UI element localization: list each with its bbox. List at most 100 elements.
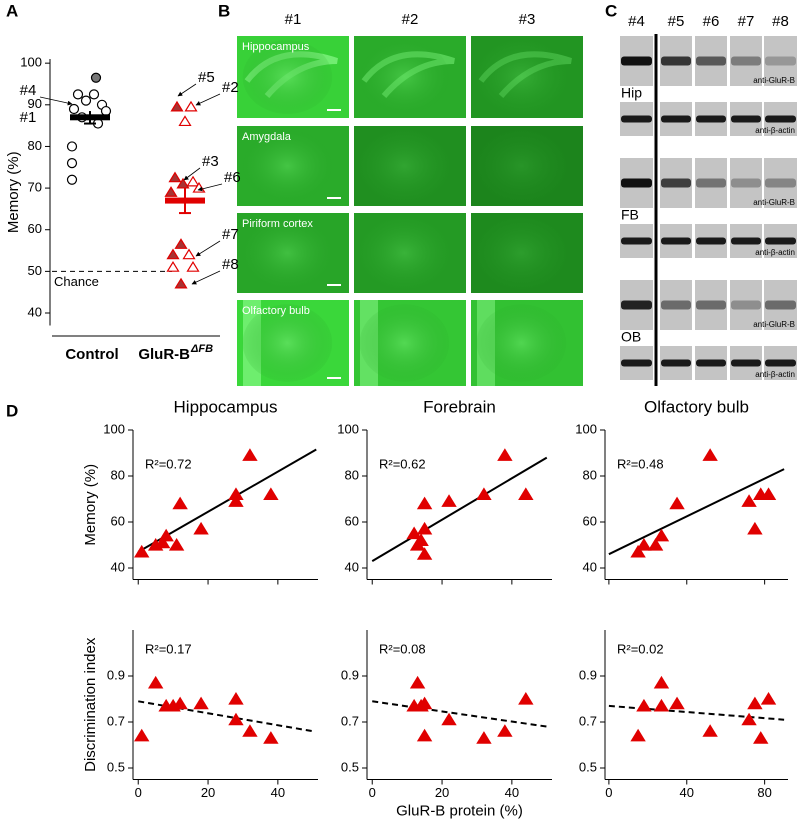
data-point (760, 692, 777, 705)
blot-band (731, 237, 761, 245)
data-point (518, 692, 534, 705)
annotation-arrow (195, 240, 221, 257)
y-tick-label: 70 (28, 180, 42, 195)
x-axis-label: GluR-B protein (%) (396, 802, 523, 819)
y-tick-label: 40 (583, 559, 597, 574)
tissue-glow (242, 40, 333, 114)
y-tick-label: 0.9 (579, 667, 597, 682)
data-point (636, 538, 652, 551)
y-tick-label: 100 (103, 421, 125, 436)
blot-band (696, 178, 726, 188)
data-point (476, 487, 492, 500)
blot-region-label: Hip (621, 85, 642, 101)
annotation: #1 (20, 109, 37, 126)
data-point (228, 494, 244, 507)
blot-lane (764, 36, 797, 86)
column-header: #4 (628, 13, 645, 30)
column-header: #2 (402, 11, 419, 28)
y-tick-label: 100 (337, 421, 359, 436)
data-point (497, 724, 513, 737)
annotation-arrow (191, 270, 221, 285)
blot-band (765, 56, 796, 66)
y-tick-label: 0.9 (341, 667, 359, 682)
region-label: Hippocampus (242, 41, 310, 53)
x-tick-label: 40 (680, 785, 694, 800)
x-tick-label: 40 (505, 785, 519, 800)
chart-title: Hippocampus (174, 397, 278, 416)
annotation-arrow (195, 93, 221, 106)
chance-label: Chance (54, 274, 99, 289)
tissue-glow (242, 217, 333, 289)
blot-band (661, 300, 691, 310)
data-point (193, 696, 209, 710)
blot-band (696, 115, 726, 123)
antibody-label: anti-β-actin (755, 370, 795, 379)
data-point (416, 496, 433, 510)
x-tick-label: 40 (271, 785, 285, 800)
data-point (193, 521, 209, 535)
data-point (172, 696, 188, 710)
data-point (441, 494, 457, 507)
column-header: #1 (285, 11, 302, 28)
y-axis-label: Discrimination index (82, 637, 99, 772)
data-point (753, 731, 769, 744)
data-point (409, 675, 426, 689)
category-label: GluR-B (138, 346, 190, 363)
blot-band (696, 237, 726, 245)
blot-band (621, 56, 652, 66)
r-squared: R²=0.02 (617, 641, 664, 656)
antibody-label: anti-GluR-B (753, 198, 795, 207)
data-point (228, 487, 244, 500)
data-point (154, 535, 171, 549)
data-point (760, 487, 777, 500)
blot-band (731, 300, 761, 310)
panel-label: C (605, 1, 617, 20)
blot-region-label: FB (621, 207, 639, 223)
r-squared: R²=0.62 (379, 456, 426, 471)
data-point (172, 496, 188, 510)
data-point (242, 724, 258, 737)
annotation-arrow (177, 83, 197, 97)
annotation-arrow (197, 183, 223, 192)
data-point (416, 521, 433, 535)
data-point (168, 171, 182, 183)
data-point (630, 544, 646, 558)
data-point (497, 448, 513, 461)
y-tick-label: 90 (28, 96, 42, 111)
region-label: Piriform cortex (242, 218, 313, 230)
data-point (186, 261, 200, 272)
region-label: Amygdala (242, 131, 292, 143)
y-tick-label: 80 (111, 467, 125, 482)
category-superscript: ΔFB (190, 343, 213, 355)
data-point (741, 712, 757, 726)
annotation: #3 (202, 153, 219, 170)
category-label: Control (65, 346, 118, 363)
data-point (66, 174, 78, 185)
data-point (263, 487, 279, 500)
x-tick-label: 0 (605, 785, 612, 800)
x-tick-label: 80 (757, 785, 771, 800)
blot-band (621, 300, 652, 310)
r-squared: R²=0.17 (145, 641, 192, 656)
y-tick-label: 60 (345, 513, 359, 528)
annotation: #6 (224, 169, 241, 186)
annotation: #2 (222, 79, 239, 96)
y-tick-label: 0.5 (341, 759, 359, 774)
blot-band (765, 115, 796, 123)
annotation: #4 (20, 82, 37, 99)
blot-band (661, 178, 691, 188)
fit-line (608, 468, 785, 556)
blot-lane (695, 158, 727, 208)
blot-band (621, 115, 652, 123)
x-tick-label: 0 (369, 785, 376, 800)
tissue-glow (476, 40, 567, 114)
blot-band (696, 56, 726, 66)
y-tick-label: 0.9 (107, 667, 125, 682)
data-point (186, 175, 200, 187)
x-tick-label: 20 (201, 785, 215, 800)
data-point (66, 141, 78, 152)
tissue-glow (359, 304, 450, 382)
data-point (66, 158, 78, 169)
y-tick-label: 80 (345, 467, 359, 482)
